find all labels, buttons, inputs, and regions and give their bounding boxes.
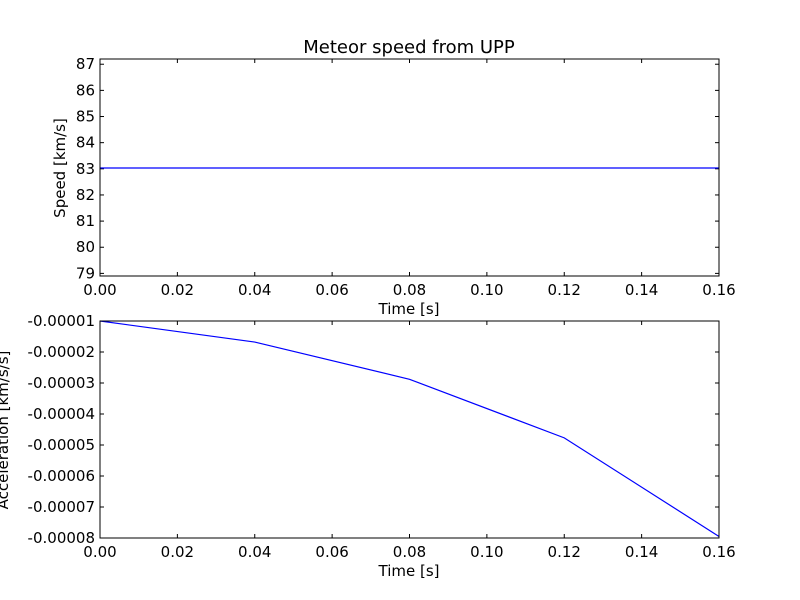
- speed-x-tick-label: 0.14: [625, 281, 658, 299]
- acceleration-y-tick-label: -0.00005: [28, 436, 95, 454]
- speed-chart: Meteor speed from UPP 0.00 0.02 0.04 0.06 0.…: [51, 37, 736, 318]
- speed-y-tick-label: 79: [76, 264, 95, 282]
- speed-y-tick-label: 83: [76, 160, 95, 178]
- acceleration-plot-frame: [99, 320, 720, 539]
- acceleration-plot-area: [100, 321, 719, 538]
- acceleration-x-tick-label: 0.12: [548, 543, 581, 561]
- acceleration-x-tick-label: 0.10: [470, 543, 503, 561]
- speed-y-tick-label: 80: [76, 238, 95, 256]
- speed-x-axis-label: Time [s]: [378, 300, 440, 318]
- acceleration-x-tick-label: 0.06: [315, 543, 348, 561]
- speed-y-tick-label: 81: [76, 212, 95, 230]
- speed-y-tick-label: 84: [76, 134, 95, 152]
- acceleration-series-line: [99, 320, 720, 537]
- speed-x-tick-label: 0.12: [548, 281, 581, 299]
- acceleration-y-tick-label: -0.00002: [28, 343, 95, 361]
- acceleration-y-tick-label: -0.00007: [28, 498, 95, 516]
- speed-chart-title: Meteor speed from UPP: [303, 37, 515, 58]
- acceleration-x-tick-label: 0.00: [83, 543, 116, 561]
- acceleration-y-tick-label: -0.00001: [28, 312, 95, 330]
- acceleration-y-tick-label: -0.00003: [28, 374, 95, 392]
- speed-plot-frame: [99, 58, 720, 277]
- speed-y-tick-label: 86: [76, 81, 95, 99]
- acceleration-x-tick-label: 0.04: [238, 543, 271, 561]
- speed-x-tick-label: 0.08: [393, 281, 426, 299]
- speed-x-tick-label: 0.04: [238, 281, 271, 299]
- acceleration-chart: 0.00 0.02 0.04 0.06 0.08 0.10 0.12 0.14 0.16 -0.0…: [0, 312, 736, 580]
- acceleration-y-axis-label: Acceleration [km/s/s]: [0, 351, 12, 510]
- speed-x-tick-label: 0.02: [161, 281, 194, 299]
- speed-x-tick-label: 0.10: [470, 281, 503, 299]
- acceleration-x-tick-label: 0.14: [625, 543, 658, 561]
- acceleration-x-axis-label: Time [s]: [378, 562, 440, 580]
- speed-y-tick-label: 82: [76, 186, 95, 204]
- speed-y-axis-label: Speed [km/s]: [51, 118, 69, 218]
- speed-x-tick-label: 0.16: [702, 281, 735, 299]
- speed-x-tick-label: 0.00: [83, 281, 116, 299]
- acceleration-x-tick-label: 0.16: [702, 543, 735, 561]
- acceleration-y-tick-label: -0.00008: [28, 529, 95, 547]
- speed-x-tick-label: 0.06: [315, 281, 348, 299]
- acceleration-y-tick-label: -0.00004: [28, 405, 95, 423]
- speed-y-tick-label: 85: [76, 108, 95, 126]
- acceleration-x-tick-label: 0.08: [393, 543, 426, 561]
- speed-ticks: 0.00 0.02 0.04 0.06 0.08 0.10 0.12 0.14 0.16 79 80…: [76, 55, 736, 299]
- speed-y-tick-label: 87: [76, 55, 95, 73]
- acceleration-series: [99, 320, 720, 537]
- acceleration-x-tick-label: 0.02: [161, 543, 194, 561]
- acceleration-y-tick-label: -0.00006: [28, 467, 95, 485]
